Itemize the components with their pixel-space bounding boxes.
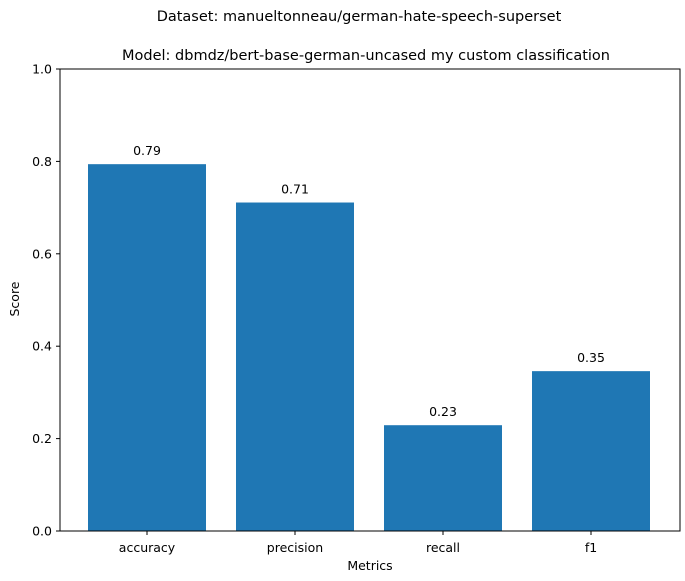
data-label-precision: 0.71 (281, 182, 309, 197)
x-tick-label-accuracy: accuracy (119, 540, 176, 555)
y-tick-label: 0.6 (32, 246, 52, 261)
x-tick-label-f1: f1 (585, 540, 597, 555)
bar-precision (236, 202, 354, 531)
x-axis-label: Metrics (347, 558, 392, 573)
y-axis-label: Score (7, 281, 22, 316)
y-tick-label: 0.4 (32, 339, 52, 354)
y-tick-label: 0.0 (32, 524, 52, 539)
x-tick-label-recall: recall (426, 540, 460, 555)
bar-recall (384, 425, 502, 531)
y-tick-label: 0.2 (32, 431, 52, 446)
data-labels-group: 0.79 0.71 0.23 0.35 (133, 143, 605, 419)
y-tick-label: 0.8 (32, 154, 52, 169)
data-label-recall: 0.23 (429, 404, 457, 419)
y-axis: 0.0 0.2 0.4 0.6 0.8 1.0 (32, 62, 60, 539)
chart-title: Model: dbmdz/bert-base-german-uncased my… (122, 48, 610, 64)
x-tick-label-precision: precision (267, 540, 323, 555)
x-axis: accuracy precision recall f1 (119, 531, 597, 555)
bars-group (88, 164, 650, 531)
plot-frame (59, 68, 681, 532)
y-tick-label: 1.0 (32, 62, 52, 77)
data-label-f1: 0.35 (577, 350, 605, 365)
chart-suptitle: Dataset: manueltonneau/german-hate-speec… (157, 9, 562, 25)
bar-accuracy (88, 164, 206, 531)
data-label-accuracy: 0.79 (133, 143, 161, 158)
bar-f1 (532, 371, 650, 531)
